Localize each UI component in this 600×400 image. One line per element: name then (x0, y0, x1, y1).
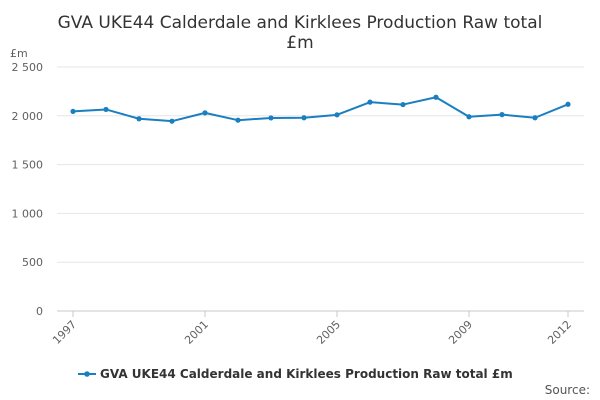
data-point (565, 101, 571, 107)
y-tick-label: 0 (36, 305, 43, 318)
chart-title-line-2: £m (286, 33, 313, 53)
data-point (433, 94, 439, 100)
data-point (70, 108, 76, 115)
legend-series-label[interactable]: GVA UKE44 Calderdale and Kirklees Produc… (100, 367, 513, 381)
data-point (301, 115, 307, 121)
chart-title-line-1: GVA UKE44 Calderdale and Kirklees Produc… (58, 13, 543, 33)
y-tick-label: 1 000 (12, 207, 44, 220)
y-tick-label: 2 000 (12, 110, 44, 123)
y-axis-unit-label: £m (10, 47, 28, 60)
y-tick-label: 2 500 (12, 61, 44, 74)
data-point (532, 115, 538, 121)
data-point (235, 117, 241, 123)
x-tick-label: 2001 (182, 318, 211, 347)
source-label[interactable]: Source: (545, 383, 590, 397)
x-axis-ticks: 1997 2001 2005 2009 2012 (50, 311, 574, 347)
x-tick-label: 2012 (545, 318, 574, 347)
data-point (103, 106, 109, 113)
x-tick-label: 2005 (314, 318, 343, 347)
y-axis-tick-labels: 0 500 1 000 1 500 2 000 2 500 (12, 61, 44, 318)
legend-series-marker (84, 371, 90, 377)
legend[interactable]: GVA UKE44 Calderdale and Kirklees Produc… (78, 367, 513, 381)
gridlines (57, 66, 584, 312)
data-point (334, 112, 340, 118)
x-tick-label: 2009 (446, 318, 475, 347)
data-point (400, 101, 406, 108)
data-point (466, 114, 472, 120)
data-point (136, 116, 142, 122)
data-point (202, 110, 208, 116)
data-point (169, 118, 175, 124)
data-point (367, 99, 373, 105)
y-tick-label: 1 500 (12, 159, 44, 172)
series-line (72, 96, 569, 123)
y-tick-label: 500 (22, 256, 43, 269)
x-tick-label: 1997 (50, 318, 79, 347)
series-layer (70, 94, 571, 124)
data-point (268, 115, 274, 121)
data-point (499, 112, 505, 118)
